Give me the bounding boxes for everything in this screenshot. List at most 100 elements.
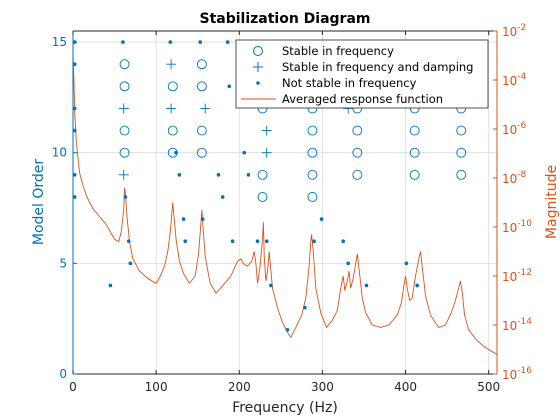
y-right-tick-label: 10-12	[502, 268, 532, 284]
not-stable-point	[123, 195, 128, 199]
legend-label-not-stable: Not stable in frequency	[282, 76, 417, 90]
not-stable-point	[181, 217, 186, 221]
y-axis-title: Model Order	[31, 159, 47, 246]
stable-frequency-damping-point	[200, 103, 211, 114]
ticks: 0 100 200 300 400 500 0 5 10 15 10-16 10-14 10-12 10-…	[52, 23, 533, 394]
y-right-tick-label: 10-10	[502, 219, 532, 235]
stable-frequency-damping-point	[261, 147, 272, 158]
frf-layer	[72, 53, 498, 355]
y-tick-label: 10	[52, 146, 67, 160]
not-stable-point	[303, 305, 307, 310]
stable-frequency-damping-point	[118, 169, 129, 180]
stable-frequency-point	[307, 192, 318, 202]
not-stable-point	[108, 283, 113, 288]
stable-frequency-point	[409, 147, 420, 158]
y-tick-label: 5	[59, 256, 67, 270]
chart-title: Stabilization Diagram	[199, 11, 370, 27]
stable-frequency-point	[456, 169, 467, 180]
y-right-tick-label: 10-16	[502, 366, 532, 382]
y-right-tick-label: 10-4	[502, 72, 527, 88]
not-stable-point	[72, 173, 77, 177]
legend-dot-icon	[256, 81, 260, 85]
y-right-tick-label: 10-6	[502, 121, 527, 137]
not-stable-point	[319, 217, 324, 221]
stable-frequency-damping-point	[166, 59, 177, 70]
not-stable-point	[72, 62, 77, 66]
not-stable-point	[341, 239, 345, 244]
not-stable-point	[220, 195, 225, 199]
not-stable-point	[121, 40, 125, 44]
not-stable-point	[72, 106, 77, 111]
x-tick-label: 200	[228, 380, 251, 394]
legend-label-frf: Averaged response function	[282, 92, 443, 106]
stable-frequency-point	[307, 169, 318, 180]
not-stable-point	[269, 283, 273, 288]
not-stable-point	[415, 283, 419, 288]
not-stable-point	[174, 150, 178, 155]
not-stable-point	[230, 239, 235, 244]
x-axis-title: Frequency (Hz)	[232, 400, 338, 416]
stable-frequency-point	[167, 81, 178, 92]
not-stable-point	[285, 327, 290, 332]
x-tick-label: 400	[394, 380, 417, 394]
not-stable-point	[227, 84, 232, 89]
legend-label-stable-frequency-damping: Stable in frequency and damping	[282, 60, 473, 74]
not-stable-point	[128, 261, 133, 266]
stable-frequency-damping-point	[166, 103, 177, 114]
legend-item-stable-frequency: Stable in frequency	[253, 44, 394, 58]
stable-frequency-point	[196, 147, 207, 158]
stable-frequency-point	[196, 81, 207, 92]
stable-frequency-point	[409, 169, 420, 180]
legend: Stable in frequency Stable in frequency …	[235, 39, 489, 109]
stable-frequency-point	[409, 125, 420, 136]
not-stable-point	[242, 150, 247, 155]
stable-frequency-point	[456, 147, 467, 158]
stable-frequency-point	[257, 169, 268, 180]
not-stable-point	[404, 261, 409, 266]
not-stable-point	[225, 40, 230, 44]
axes	[72, 30, 498, 375]
stable-frequency-point	[167, 125, 178, 136]
not-stable-point	[177, 173, 182, 177]
frf-line	[72, 53, 498, 355]
not-stable-point	[264, 239, 269, 244]
stable-frequency-point	[196, 59, 207, 70]
not-stable-point	[183, 239, 188, 244]
y-right-tick-label: 10-14	[502, 317, 532, 333]
legend-item-not-stable: Not stable in frequency	[256, 76, 417, 90]
y-right-tick-label: 10-2	[502, 23, 526, 39]
stable-frequency-point	[307, 147, 318, 158]
stable-frequency-point	[352, 125, 363, 136]
stable-frequency-point	[119, 81, 130, 92]
not-stable-point	[198, 40, 202, 44]
not-stable-point	[346, 261, 350, 266]
x-tick-label: 100	[145, 380, 168, 394]
stable-frequency-point	[196, 125, 207, 136]
legend-circle-icon	[253, 46, 263, 56]
not-stable-point	[168, 40, 173, 44]
stable-frequency-point	[307, 125, 318, 136]
x-tick-label: 300	[311, 380, 334, 394]
legend-item-stable-frequency-damping: Stable in frequency and damping	[253, 60, 473, 74]
stable-frequency-damping-point	[261, 125, 272, 136]
stable-frequency-point	[119, 147, 130, 158]
y-right-axis-title: Magnitude	[544, 165, 560, 239]
not-stable-point	[255, 239, 260, 244]
not-stable-point	[216, 173, 221, 177]
legend-item-frf: Averaged response function	[241, 92, 443, 106]
not-stable-point	[72, 195, 77, 199]
legend-plus-icon	[253, 62, 263, 72]
not-stable-point	[200, 217, 205, 221]
not-stable-point	[246, 173, 251, 177]
x-tick-label: 500	[477, 380, 500, 394]
stable-frequency-point	[456, 125, 467, 136]
not-stable-point	[312, 239, 316, 244]
stable-frequency-point	[119, 59, 130, 70]
legend-box	[235, 39, 489, 109]
not-stable-point	[126, 239, 131, 244]
stable-frequency-point	[257, 192, 268, 202]
y-tick-label: 15	[52, 35, 67, 49]
y-tick-label: 0	[59, 367, 67, 381]
not-stable-point	[364, 283, 369, 288]
